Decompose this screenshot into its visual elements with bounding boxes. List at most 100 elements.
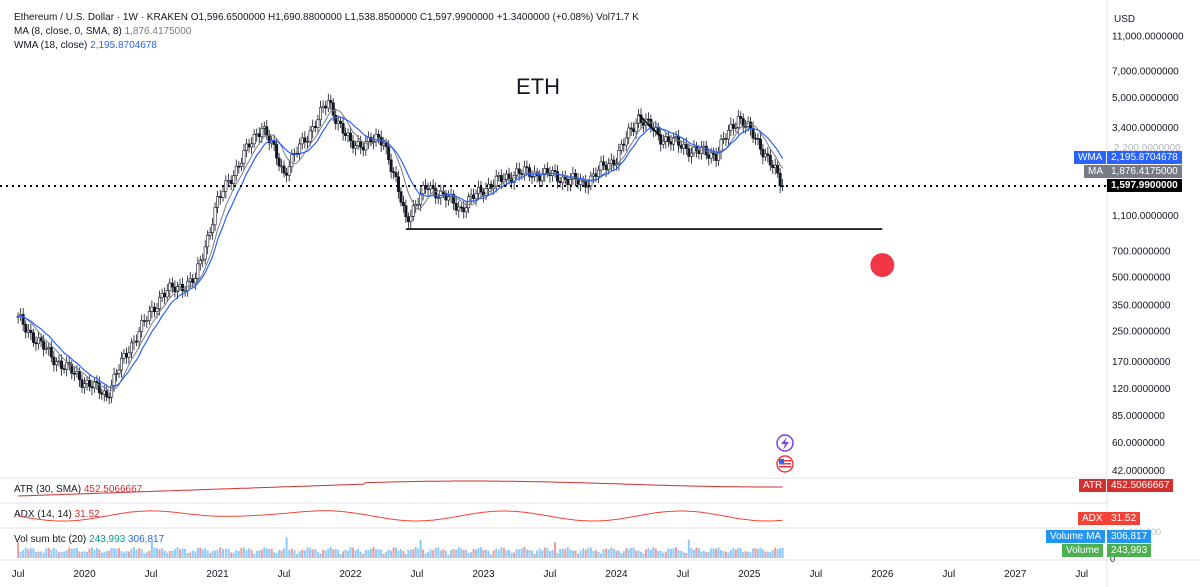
ma-legend[interactable]: MA (8, close, 0, SMA, 8) 1,876.4175000 (14, 26, 191, 37)
eth-annotation[interactable]: ETH (516, 74, 560, 99)
candle (341, 116, 345, 141)
price-axis[interactable]: 11,000.0000000 7,000.0000000 5,000.0000000… (1112, 31, 1184, 476)
candle (525, 160, 529, 175)
candle (282, 160, 286, 178)
volume-legend[interactable]: Vol sum btc (20) 243,993 306,817 (14, 534, 164, 545)
candle (201, 253, 205, 268)
candle (257, 127, 261, 143)
volume-bar (24, 547, 27, 558)
candle (637, 109, 641, 129)
volume-bar (654, 548, 657, 558)
volume-bar (55, 549, 58, 558)
price-tick-label: 85.0000000 (1112, 411, 1165, 422)
candle (295, 146, 299, 158)
target-dot-marker[interactable] (870, 253, 895, 278)
time-tick-label: Jul (12, 569, 25, 580)
candle (60, 354, 64, 376)
candle (150, 300, 154, 319)
candle (404, 199, 408, 223)
candle (622, 138, 626, 153)
volume-bar (161, 548, 164, 558)
adx-legend[interactable]: ADX (14, 14) 31.52 (14, 509, 100, 520)
volume-bar (171, 550, 174, 558)
volume-bar (110, 547, 113, 558)
candle (107, 392, 111, 405)
volume-bar (630, 547, 633, 558)
volume-bar (492, 550, 495, 558)
volume-bar (700, 551, 703, 558)
candle (29, 323, 33, 341)
volume-bar (327, 548, 330, 558)
price-tick-label: 170.0000000 (1112, 357, 1171, 368)
volume-bar (397, 550, 400, 558)
volume-bar (293, 549, 296, 558)
volume-bar (520, 548, 523, 558)
candle (24, 320, 28, 339)
volume-bar (479, 547, 482, 558)
volume-bar (472, 549, 475, 558)
volume-bar (334, 548, 337, 558)
candle (168, 278, 172, 298)
candle (619, 139, 623, 155)
candle (85, 376, 89, 391)
candle (52, 350, 56, 372)
ohlc-open: O1,596.6500000 (190, 12, 266, 23)
candle (421, 181, 425, 201)
candle (311, 119, 315, 139)
time-tick-label: 2023 (472, 569, 495, 580)
volume-bar (508, 549, 511, 558)
candle (90, 379, 94, 396)
volume-bar (724, 551, 727, 558)
lightning-event-icon[interactable] (776, 434, 794, 452)
wma-legend[interactable]: WMA (18, close) 2,195.8704678 (14, 40, 157, 51)
volume-bar (756, 549, 759, 558)
volume-bar (450, 550, 453, 558)
candle (237, 161, 241, 174)
volume-bar (754, 548, 757, 558)
symbol-title[interactable]: Ethereum / U.S. Dollar · 1W · KRAKEN (14, 12, 188, 23)
candle (629, 122, 633, 136)
ma-legend-label: MA (8, close, 0, SMA, 8) (14, 26, 122, 37)
volume-bar (675, 547, 678, 558)
volume-bar (227, 548, 230, 558)
ma-line (18, 109, 784, 391)
us-flag-event-icon[interactable] (776, 455, 794, 473)
volume-bar (301, 549, 304, 558)
candle (326, 93, 330, 113)
volume-bar (199, 547, 202, 558)
volume-bar (181, 548, 184, 558)
candle (324, 101, 328, 116)
candle (239, 157, 243, 172)
volume-bar (392, 547, 395, 558)
candle (771, 160, 775, 174)
trendline-drawing[interactable] (638, 113, 662, 138)
volume-bar (447, 554, 450, 558)
volume-bar (115, 548, 118, 558)
volume-bar (477, 548, 480, 558)
volume-bar (143, 553, 146, 558)
adx-line (18, 510, 783, 522)
candle (477, 180, 481, 200)
time-tick-label: Jul (145, 569, 158, 580)
time-axis[interactable]: Jul 2020 Jul 2021 Jul 2022 Jul 2023 Jul 2024 Jul 20… (12, 569, 1088, 580)
volume-bar (702, 550, 705, 558)
candle (661, 134, 665, 149)
candle (568, 173, 572, 192)
price-tick-label: 350.0000000 (1112, 300, 1171, 311)
candle (122, 348, 126, 364)
volume-axis-tag: Volume (1062, 544, 1104, 557)
volume-bar (214, 550, 217, 558)
candle (221, 186, 225, 202)
time-tick-label: Jul (809, 569, 822, 580)
volume-bar (204, 548, 207, 558)
volume-bar (625, 548, 628, 558)
volume-bar (541, 550, 544, 558)
atr-legend[interactable]: ATR (30, SMA) 452.5066667 (14, 484, 142, 495)
candle (265, 120, 269, 140)
candle (44, 342, 48, 354)
candle (132, 335, 136, 351)
volume-bar (592, 551, 595, 558)
volume-bar (761, 549, 764, 558)
currency-label[interactable]: USD (1114, 14, 1135, 25)
